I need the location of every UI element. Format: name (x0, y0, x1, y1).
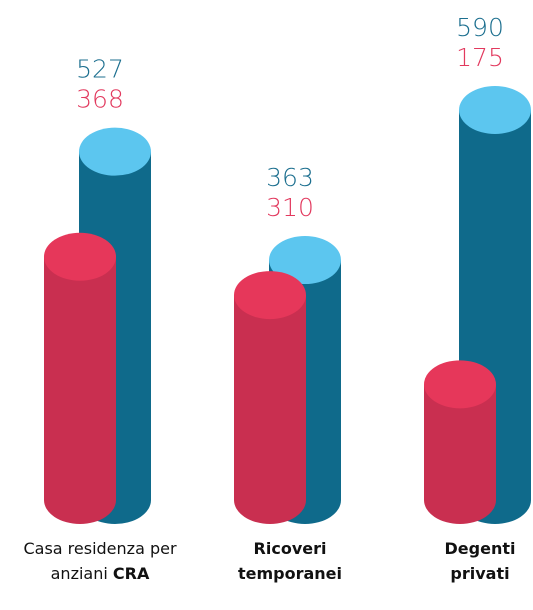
cylinder-top (44, 232, 116, 281)
value-label: 368 (76, 85, 124, 114)
cylinder-top (234, 271, 306, 320)
cylinder-body (424, 384, 496, 524)
cylinder-top (459, 86, 531, 134)
cylinder-body (234, 295, 306, 524)
category-label: Ricoveri temporanei (235, 536, 345, 586)
cylinder-top (269, 236, 341, 285)
cylinder-top (79, 127, 151, 176)
value-label: 527 (76, 55, 124, 84)
value-label: 590 (456, 13, 504, 42)
category-label: Degenti privati (425, 536, 533, 586)
cylinder-top (424, 360, 496, 409)
value-label: 175 (456, 43, 504, 72)
category-text: CRA (112, 564, 150, 583)
category-text: Degenti privati (444, 539, 516, 583)
category-text: Casa residenza per anziani (23, 539, 177, 583)
category-text: Ricoveri temporanei (237, 539, 343, 583)
category-label: Casa residenza per anziani CRA (20, 536, 180, 586)
value-label: 310 (266, 193, 314, 222)
value-label: 363 (266, 163, 314, 192)
cylinder-body (44, 256, 116, 524)
